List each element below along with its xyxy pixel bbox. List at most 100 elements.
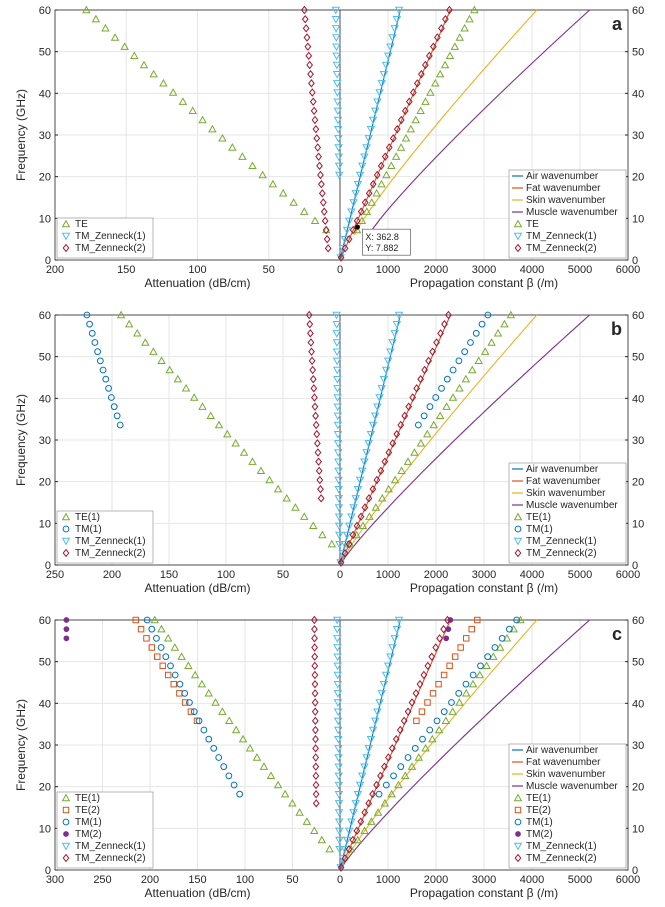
data-point [311,707,319,716]
data-point [442,14,449,24]
x-tick-label-left: 200 [46,264,64,276]
data-point [381,457,389,466]
data-point [440,60,450,69]
data-point [388,339,397,347]
data-point [349,504,358,512]
data-point [375,699,384,707]
data-point [282,493,291,502]
x-tick-label-left: 50 [286,874,298,886]
data-point [332,52,341,61]
data-point [469,671,477,679]
data-point [390,330,399,338]
data-point [305,310,313,320]
data-point [333,98,342,107]
data-point [426,88,435,96]
data-point [347,513,356,522]
data-point [394,616,404,625]
data-point [360,153,369,162]
data-point [130,51,139,60]
data-point [101,23,110,32]
data-point [440,671,448,679]
data-point [315,152,322,161]
y-tick-label-right: 10 [632,823,644,835]
data-point [157,644,165,651]
data-point [327,539,337,548]
data-point [141,338,150,346]
data-point [333,680,343,689]
data-point [357,207,365,216]
data-point [308,347,315,356]
data-point [198,402,207,410]
data-point [143,616,151,624]
data-point [482,661,491,670]
legend-entry-left: TM(2) [75,829,102,840]
data-point [312,411,319,421]
data-point [334,485,343,494]
data-point [442,402,451,410]
x-tick-label-left: 150 [188,874,206,886]
data-point [332,320,341,329]
legend-entry-right: TM_Zenneck(2) [526,853,597,864]
data-point [334,513,344,522]
data-point [124,319,134,328]
data-point [110,33,120,41]
data-point [353,826,361,836]
x-tick-label-right: 6000 [616,569,640,581]
y-tick-label-left: 10 [39,213,51,225]
series-right-tm-zenneck-2- [337,5,453,262]
data-point [373,708,382,717]
data-point [406,124,416,133]
data-point [401,106,409,116]
data-point [334,800,344,808]
y-tick-label-right: 50 [632,47,644,59]
data-point [189,393,199,401]
data-point [331,6,340,15]
data-point [393,124,401,134]
data-point [303,33,311,42]
y-tick-label-left: 30 [39,435,51,447]
y-tick-label-left: 60 [39,615,51,627]
data-point [444,615,451,625]
data-point [397,420,405,430]
legend-entry-right: TM_Zenneck(1) [526,841,597,852]
data-point [248,457,257,465]
data-point [436,634,443,643]
data-point [451,653,459,660]
legend-marker [61,537,71,546]
legend-entry-left: TE(1) [75,793,100,804]
y-tick-label-right: 40 [632,88,644,100]
data-point [362,207,372,215]
legend-entry-right: Skin wavenumber [526,769,606,780]
x-tick-label-left: 250 [93,874,111,886]
data-point [311,670,319,680]
series-right-te-2- [413,616,481,725]
data-point [357,772,367,781]
data-point [332,80,342,88]
data-point [421,743,430,752]
y-tick-label-right: 30 [632,740,644,752]
data-point [431,78,440,87]
left-legend-box [56,791,154,869]
data-point [116,310,126,319]
data-point [428,652,436,661]
data-point [445,51,455,60]
data-point [225,772,233,780]
data-point [315,457,322,466]
data-point [159,78,168,87]
data-point [223,429,232,438]
data-point [334,495,344,503]
data-point [181,689,189,697]
data-point [386,43,395,52]
data-point [334,745,343,753]
data-point [362,754,371,762]
data-point [197,679,207,688]
legend-entry-left: TM_Zenneck(2) [75,243,146,254]
data-point [335,827,344,836]
x-tick-label-left: 50 [263,264,275,276]
series-left-tm-zenneck-1- [332,616,344,854]
data-point [334,818,344,827]
data-point [305,51,313,61]
x-axis-label-right: Propagation constant β (/m) [410,276,558,290]
legend-marker [514,548,522,558]
data-point [322,225,330,235]
